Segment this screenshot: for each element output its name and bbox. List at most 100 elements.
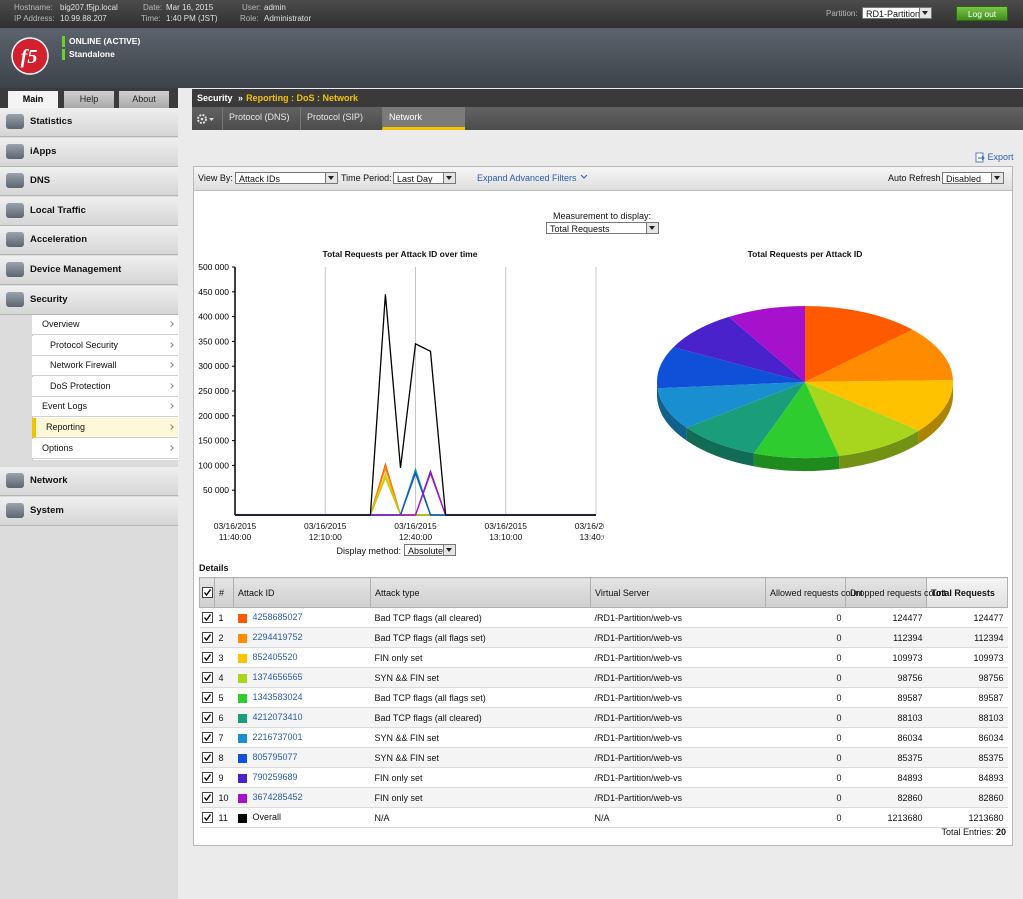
attack-id-cell: 4212073410 xyxy=(233,707,371,728)
table-row: 8 805795077 SYN && FIN set/RD1-Partition/w… xyxy=(199,747,1008,768)
header-row: # Attack ID Attack type Virtual Server Allow… xyxy=(199,577,1008,608)
table-row: 4 1374656565 SYN && FIN set/RD1-Partition/… xyxy=(199,667,1008,688)
checkbox[interactable] xyxy=(201,672,213,684)
advanced-filters-link[interactable]: Expand Advanced Filters xyxy=(477,173,588,183)
header-checkbox[interactable] xyxy=(199,577,215,608)
auto-refresh-select[interactable]: Disabled xyxy=(942,172,1004,184)
submenu-item[interactable]: Protocol Security xyxy=(32,335,178,356)
attack-id[interactable]: 2294419752 xyxy=(252,632,303,643)
nav-tab[interactable]: About xyxy=(119,91,169,108)
submenu-item[interactable]: Event Logs xyxy=(32,397,178,418)
nav-item[interactable]: DNS xyxy=(0,167,178,197)
status-banner: f5 ONLINE (ACTIVE) Standalone xyxy=(0,28,1023,88)
nav-tab[interactable]: Main xyxy=(8,91,58,108)
nav-tab[interactable]: Help xyxy=(64,91,114,108)
checkbox[interactable] xyxy=(201,612,213,624)
display-method-select[interactable]: Absolute xyxy=(404,544,456,556)
pie-slice xyxy=(686,382,805,454)
gear-menu[interactable] xyxy=(196,112,216,126)
nav-label: iApps xyxy=(30,145,57,157)
column-header[interactable]: Allowed requests count xyxy=(765,577,863,608)
attack-id[interactable]: 805795077 xyxy=(252,752,298,763)
attack-id[interactable]: 3674285452 xyxy=(252,792,303,803)
measurement-select[interactable]: Total Requests xyxy=(546,222,659,234)
nav-item[interactable]: Local Traffic xyxy=(0,196,178,226)
checkbox[interactable] xyxy=(201,632,213,644)
nav-item[interactable]: Network xyxy=(0,467,178,496)
column-header[interactable]: Virtual Server xyxy=(590,577,766,608)
attack-id-cell: Overall xyxy=(233,807,371,828)
attack-type: SYN && FIN set xyxy=(370,747,591,768)
nav-icon xyxy=(6,502,24,518)
column-header[interactable]: # xyxy=(214,577,234,608)
checkbox[interactable] xyxy=(201,812,213,824)
nav-item[interactable]: Acceleration xyxy=(0,226,178,256)
checkbox[interactable] xyxy=(201,792,213,804)
pie-slice xyxy=(805,305,913,382)
attack-id[interactable]: 2216737001 xyxy=(252,732,303,743)
nav-icon xyxy=(6,473,24,488)
attack-id[interactable]: 4258685027 xyxy=(252,612,303,623)
attack-id[interactable]: 1343583024 xyxy=(252,692,303,703)
chevron xyxy=(168,382,174,389)
attack-id[interactable]: 790259689 xyxy=(252,772,298,783)
virtual-server: N/A xyxy=(590,807,766,828)
pie-slice-side xyxy=(753,453,840,472)
checkbox[interactable] xyxy=(201,652,213,664)
attack-id[interactable]: 852405520 xyxy=(252,652,298,663)
partition-select[interactable]: RD1-Partition xyxy=(862,7,932,19)
attack-id-cell: 2216737001 xyxy=(233,727,371,748)
column-header[interactable]: Total Requests xyxy=(926,577,1008,608)
pie-slice xyxy=(805,329,953,382)
tab[interactable]: Network xyxy=(382,107,465,130)
nav-icon xyxy=(6,173,24,189)
nav-item[interactable]: iApps xyxy=(0,137,178,167)
nav-icon xyxy=(6,232,24,248)
submenu-item[interactable]: Reporting xyxy=(32,418,178,438)
checkbox[interactable] xyxy=(201,712,213,724)
measurement: Total Requests xyxy=(550,224,610,234)
user-label: User: xyxy=(242,3,262,12)
export-link[interactable]: Export xyxy=(975,152,1014,163)
nav-item[interactable]: Device Management xyxy=(0,256,178,285)
submenu-item[interactable]: Options xyxy=(32,438,178,459)
checkbox[interactable] xyxy=(201,692,213,704)
total-requests: 124477 xyxy=(926,607,1008,628)
date-label: Date: xyxy=(143,3,163,12)
checkbox[interactable] xyxy=(201,772,213,784)
tab[interactable]: Protocol (DNS) xyxy=(222,107,298,130)
column-header[interactable]: Attack ID xyxy=(233,577,371,608)
nav-item[interactable]: Security xyxy=(0,285,178,315)
breadcrumb-section: Security xyxy=(197,93,233,103)
checkbox[interactable] xyxy=(201,732,213,744)
virtual-server: /RD1-Partition/web-vs xyxy=(590,787,766,808)
nav-item[interactable]: Statistics xyxy=(0,108,178,137)
nav-item[interactable]: System xyxy=(0,496,178,526)
expand-icon xyxy=(580,174,587,179)
column-header[interactable]: Dropped requests count xyxy=(845,577,946,608)
row-checkbox xyxy=(199,667,215,688)
user: admin xyxy=(264,3,286,12)
nav-icon xyxy=(6,262,24,277)
attack-id[interactable]: 4212073410 xyxy=(252,712,303,723)
attack-id[interactable]: 1374656565 xyxy=(252,672,303,683)
x-tick-label: 03/16/2015 13:40:00 xyxy=(574,521,604,542)
view-by-select[interactable]: Attack IDs xyxy=(235,172,338,184)
column-header[interactable]: Attack type xyxy=(370,577,591,608)
submenu-item[interactable]: Network Firewall xyxy=(32,356,178,377)
date: Mar 16, 2015 xyxy=(166,3,214,12)
submenu-item[interactable]: Overview xyxy=(32,315,178,335)
nav-label: Local Traffic xyxy=(30,204,86,216)
x-tick-label: 03/16/2015 11:40:00 xyxy=(213,521,257,542)
virtual-server: /RD1-Partition/web-vs xyxy=(590,627,766,648)
checkbox[interactable] xyxy=(201,752,213,764)
allowed-count: 0 xyxy=(765,747,846,768)
submenu-item[interactable]: DoS Protection xyxy=(32,376,178,397)
allowed-count: 0 xyxy=(765,667,846,688)
checkbox[interactable] xyxy=(202,587,213,599)
hostname: big207.f5jp.local xyxy=(60,3,118,12)
logout-button[interactable]: Log out xyxy=(956,6,1008,21)
virtual-server: /RD1-Partition/web-vs xyxy=(590,707,766,728)
tab[interactable]: Protocol (SIP) xyxy=(300,107,378,130)
time-period-select[interactable]: Last Day xyxy=(393,172,456,184)
